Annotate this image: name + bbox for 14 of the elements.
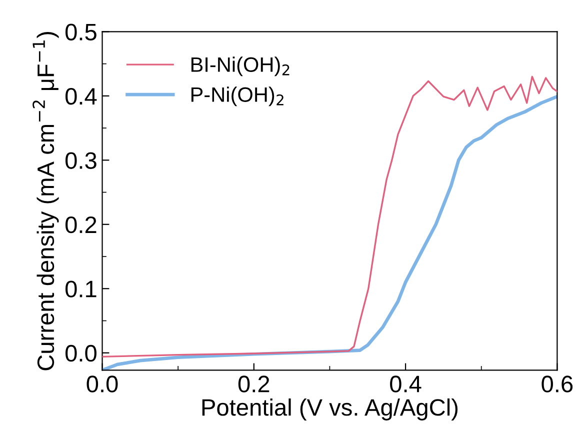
x-tick-label: 0.4 [390, 376, 422, 392]
legend-label: BI-Ni(OH)$_{2}$ [191, 56, 290, 76]
y-tick-label: 0.4 [66, 88, 97, 105]
legend-label: P-Ni(OH)$_{2}$ [191, 86, 284, 106]
y-tick-label: 0.0 [66, 344, 96, 362]
y-tick-label: 0.1 [66, 280, 96, 298]
y-tick-label: 0.3 [66, 152, 96, 169]
x-tick-label: 0.6 [542, 376, 573, 392]
y-axis-title: Current density (mA cm$^{−2}$ μF$^{−1}$) [32, 32, 59, 370]
x-tick-label: 0.0 [86, 376, 118, 392]
x-axis-title: Potential (V vs. Ag/AgCl) [202, 398, 458, 420]
x-tick-label: 0.2 [238, 376, 270, 392]
y-tick-label: 0.2 [66, 216, 96, 234]
y-tick-label: 0.5 [66, 24, 96, 40]
